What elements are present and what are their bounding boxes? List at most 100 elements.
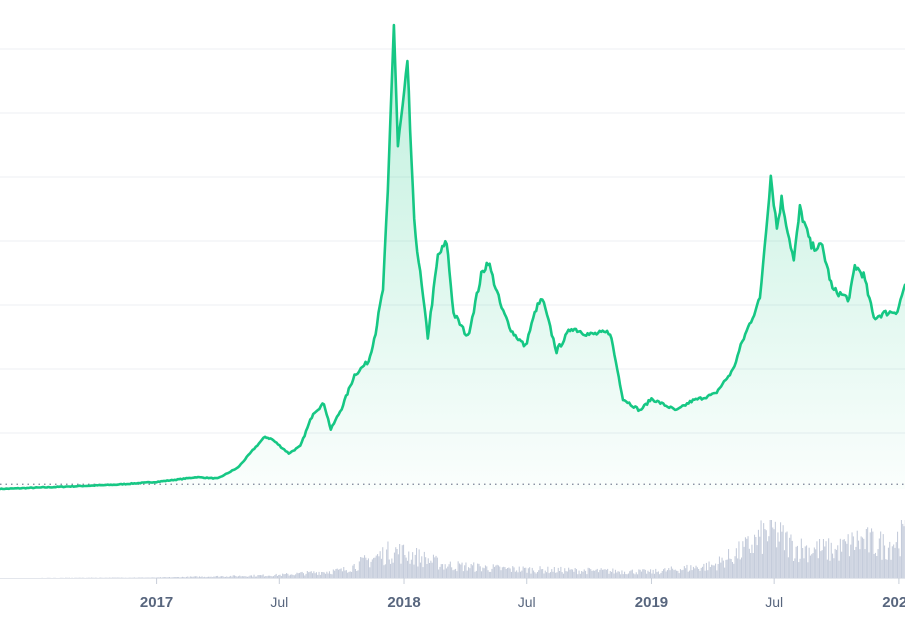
volume-bar <box>571 569 572 578</box>
volume-bar <box>454 570 455 578</box>
volume-bar <box>289 576 290 578</box>
volume-bar <box>416 548 417 578</box>
volume-bar <box>647 571 648 578</box>
volume-bar <box>530 574 531 578</box>
volume-bar <box>775 522 776 578</box>
volume-bar <box>248 576 249 578</box>
volume-bar <box>637 574 638 578</box>
volume-bar <box>560 567 561 578</box>
volume-bar <box>586 574 587 578</box>
volume-bar <box>187 577 188 579</box>
volume-bar <box>469 568 470 578</box>
volume-bar <box>528 568 529 578</box>
volume-bar <box>692 570 693 578</box>
volume-bar <box>523 567 524 579</box>
volume-bar <box>312 573 313 578</box>
volume-bar <box>501 570 502 578</box>
volume-bar <box>462 563 463 578</box>
volume-bar <box>152 577 153 578</box>
volume-bar <box>621 570 622 578</box>
volume-bar <box>638 569 639 578</box>
volume-bar <box>644 569 645 578</box>
volume-bar <box>407 561 408 578</box>
volume-bar <box>341 568 342 578</box>
volume-bar <box>620 574 621 578</box>
volume-bar <box>853 536 854 578</box>
volume-bar <box>507 568 508 578</box>
volume-bar <box>430 561 431 578</box>
volume-bar <box>476 571 477 578</box>
volume-bar <box>178 577 179 578</box>
volume-bar <box>880 532 881 579</box>
volume-bar <box>345 571 346 579</box>
volume-bar <box>424 552 425 578</box>
volume-bar <box>788 557 789 578</box>
volume-bar <box>784 550 785 578</box>
volume-bar <box>196 576 197 578</box>
volume-bar <box>763 523 764 578</box>
volume-bar <box>662 571 663 578</box>
volume-bar <box>142 577 143 578</box>
volume-bar <box>267 576 268 578</box>
volume-bar <box>374 558 375 578</box>
volume-bar <box>764 529 765 578</box>
volume-bar <box>170 578 171 579</box>
volume-bar <box>827 560 828 578</box>
volume-bar <box>506 569 507 578</box>
volume-bar <box>690 565 691 578</box>
volume-bar <box>252 577 253 578</box>
volume-bar <box>868 552 869 578</box>
volume-bar <box>715 564 716 578</box>
volume-bar <box>319 572 320 578</box>
volume-bar <box>646 574 647 578</box>
volume-bar <box>118 578 119 579</box>
volume-bar <box>547 567 548 578</box>
volume-bar <box>447 567 448 578</box>
volume-bar <box>434 557 435 578</box>
volume-bar <box>741 558 742 579</box>
volume-bar <box>311 571 312 578</box>
volume-bar <box>573 572 574 578</box>
volume-bar <box>657 572 658 578</box>
volume-bar <box>441 564 442 578</box>
volume-bar <box>285 574 286 578</box>
volume-bar <box>230 576 231 578</box>
volume-bar <box>608 574 609 578</box>
volume-bar <box>157 577 158 578</box>
volume-bar <box>302 572 303 578</box>
volume-bar <box>792 541 793 578</box>
volume-bar <box>749 549 750 578</box>
volume-bar <box>495 566 496 579</box>
volume-bar <box>189 577 190 578</box>
volume-bar <box>205 577 206 578</box>
volume-bar <box>660 573 661 578</box>
volume-bar <box>835 549 836 578</box>
volume-bar <box>514 567 515 578</box>
volume-bar <box>693 567 694 578</box>
volume-bar <box>754 535 755 578</box>
volume-bar <box>865 549 866 578</box>
volume-bar <box>429 563 430 578</box>
volume-bar <box>485 565 486 578</box>
volume-bar <box>250 576 251 579</box>
volume-bar <box>371 562 372 578</box>
volume-bar <box>712 565 713 578</box>
volume-bar <box>850 545 851 578</box>
volume-bar <box>572 570 573 579</box>
volume-bar <box>239 576 240 578</box>
volume-bar <box>283 574 284 578</box>
volume-bar <box>231 577 232 578</box>
volume-bar <box>551 569 552 578</box>
volume-bar <box>411 560 412 578</box>
volume-bar <box>651 574 652 579</box>
volume-bar <box>138 578 139 579</box>
volume-bar <box>499 567 500 578</box>
volume-bar <box>567 572 568 579</box>
volume-bar <box>796 547 797 578</box>
volume-bar <box>300 572 301 578</box>
volume-bar <box>575 568 576 578</box>
volume-bar <box>698 569 699 578</box>
volume-bar <box>879 539 880 579</box>
volume-bar <box>807 562 808 578</box>
